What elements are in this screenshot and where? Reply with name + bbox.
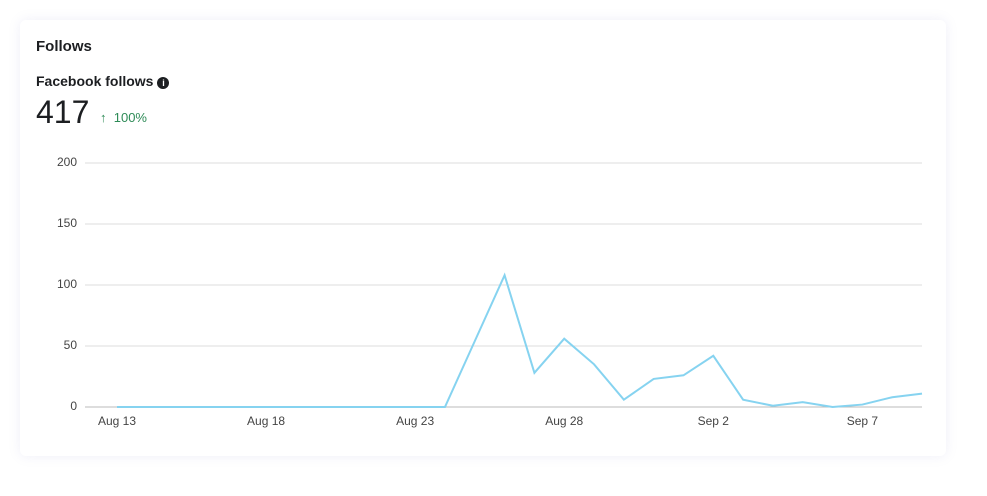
x-tick-label: Aug 23 — [396, 414, 434, 428]
y-tick-label: 100 — [57, 277, 77, 291]
card-title: Follows — [36, 38, 92, 55]
y-tick-label: 200 — [57, 155, 77, 169]
metric-change-row: ↑ 100% — [100, 110, 147, 125]
metric-label-row: Facebook follows i — [36, 73, 170, 89]
metric-label: Facebook follows — [36, 73, 154, 89]
metric-change: 100% — [113, 110, 147, 125]
info-icon[interactable]: i — [157, 77, 170, 89]
x-tick-label: Aug 28 — [545, 414, 583, 428]
card — [20, 20, 946, 456]
x-tick-label: Aug 18 — [247, 414, 285, 428]
up-arrow: ↑ — [100, 110, 107, 125]
y-tick-label: 150 — [57, 216, 77, 230]
metric-value: 417 — [36, 94, 90, 130]
x-tick-label: Sep 2 — [698, 414, 730, 428]
y-tick-label: 50 — [64, 338, 78, 352]
x-tick-label: Sep 7 — [847, 414, 879, 428]
x-tick-label: Aug 13 — [98, 414, 136, 428]
y-tick-label: 0 — [70, 399, 77, 413]
line-series — [117, 272, 923, 409]
